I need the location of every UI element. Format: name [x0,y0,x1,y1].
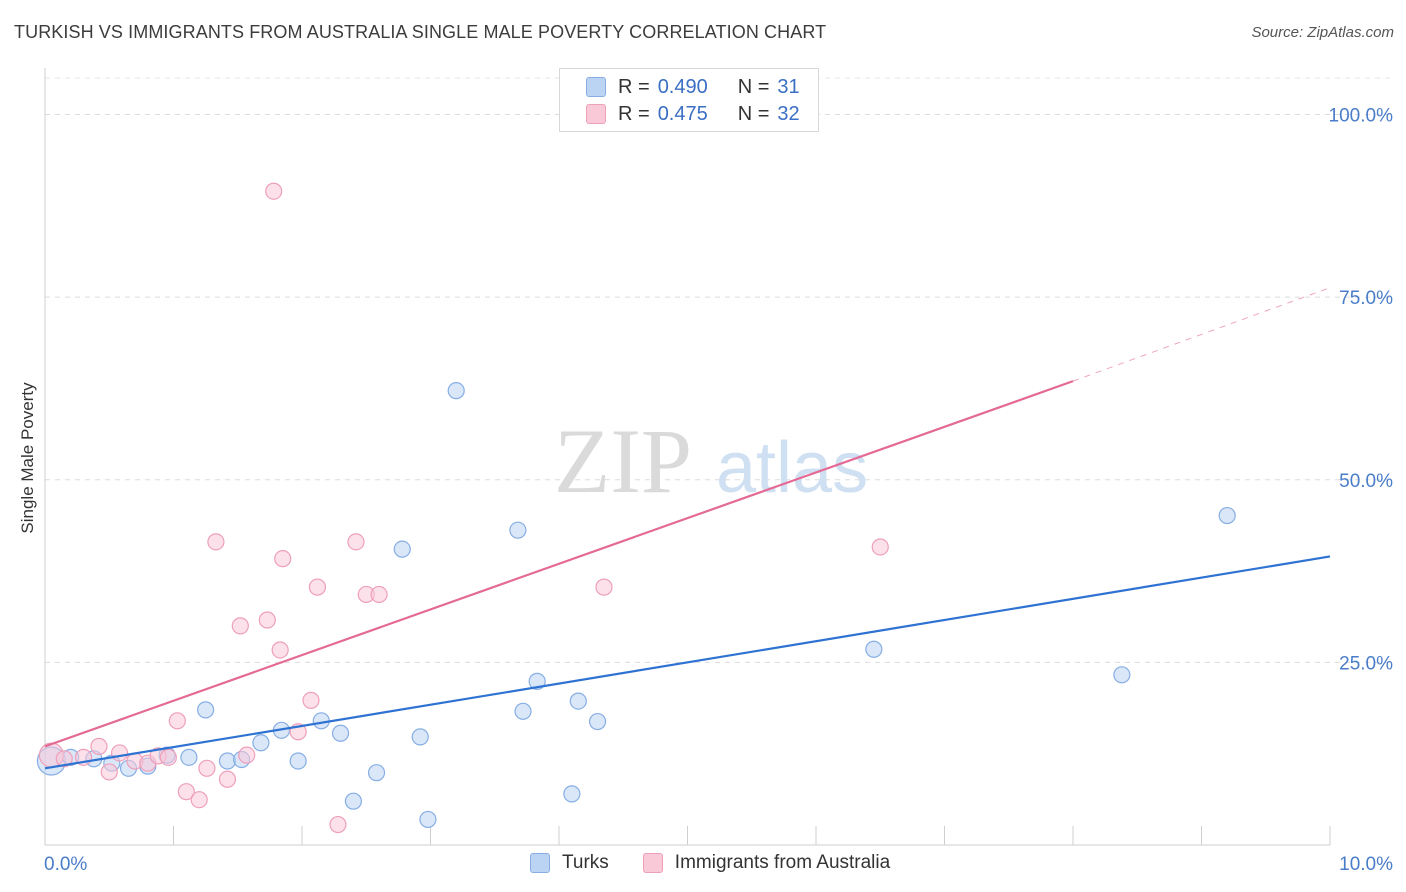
series-legend-item-australia: Immigrants from Australia [642,852,891,874]
turks-point [411,728,429,746]
chart-source: Source: ZipAtlas.com [1251,24,1394,41]
series-legend-item-turks: Turks [530,852,609,874]
australia-point [271,641,289,659]
australia-point [168,712,186,730]
turks-point [447,382,465,400]
australia-point [218,770,237,788]
australia-point [190,791,208,809]
australia-point [238,746,256,764]
y-tick-label: 25.0% [1339,653,1393,674]
australia-point [177,783,195,801]
y-tick-label: 75.0% [1339,288,1393,309]
series-label-turks: Turks [562,852,609,873]
australia-point [198,759,216,777]
australia-point [207,533,225,551]
australia-point [258,611,276,629]
australia-point [871,538,889,556]
correlation-legend: R = 0.490 N = 31 R = 0.475 N = 32 [559,68,819,132]
legend-swatch-australia [586,104,606,124]
series-legend: Turks Immigrants from Australia [530,852,924,874]
australia-point [265,182,283,200]
turks-point [509,521,527,539]
series-swatch-turks [530,853,550,873]
y-tick-label: 50.0% [1339,471,1393,492]
turks-point [180,748,198,766]
legend-n-label: N = [737,75,770,98]
turks-point [393,540,411,558]
legend-r-value: 0.475 [657,102,708,125]
turks-point [289,752,307,770]
series-swatch-australia [642,853,663,873]
legend-n-value: 31 [777,75,800,98]
australia-point [595,578,613,596]
legend-r-value: 0.490 [657,75,708,98]
australia-point [55,750,73,768]
australia-point [308,578,327,596]
watermark-atlas: atlas [716,428,868,508]
australia-point [347,533,365,551]
y-axis-title: Single Male Poverty [18,382,37,534]
australia-point [274,550,292,568]
turks-point [218,752,237,770]
australia-point [302,691,320,709]
turks-point [865,640,883,658]
series-label-australia: Immigrants from Australia [674,852,891,873]
turks-point [344,792,362,810]
australia-point [100,763,118,781]
turks-point [563,785,581,803]
turks-point [367,764,386,782]
turks-point [419,810,437,829]
australia-point [159,748,177,766]
watermark-zip: ZIP [554,410,692,512]
australia-trendline [44,380,1074,748]
legend-n-value: 32 [777,102,800,125]
turks-point [588,712,607,731]
australia-point [231,617,249,635]
australia-point [370,585,388,604]
legend-n-label: N = [737,102,770,125]
turks-trendline [44,555,1331,770]
legend-swatch-turks [586,77,606,97]
turks-point [528,672,546,690]
australia-point [90,737,108,755]
y-tick-label: 100.0% [1329,106,1394,127]
turks-point [1218,506,1236,525]
australia-point [110,744,129,762]
x-tick-label: 10.0% [1339,854,1393,875]
turks-point [569,692,587,710]
legend-r-label: R = [618,75,650,98]
turks-point [331,724,350,742]
chart-title: TURKISH VS IMMIGRANTS FROM AUSTRALIA SIN… [14,22,827,42]
turks-point [252,734,270,752]
legend-r-label: R = [618,102,650,125]
turks-point [514,702,532,720]
legend-row-australia: R = 0.475 N = 32 [586,102,800,126]
legend-row-turks: R = 0.490 N = 31 [586,75,800,99]
australia-point [329,815,347,834]
turks-point [197,701,215,719]
x-tick-label: 0.0% [44,854,87,875]
australia-trendline-extension [1072,287,1331,382]
turks-point [1113,666,1131,684]
